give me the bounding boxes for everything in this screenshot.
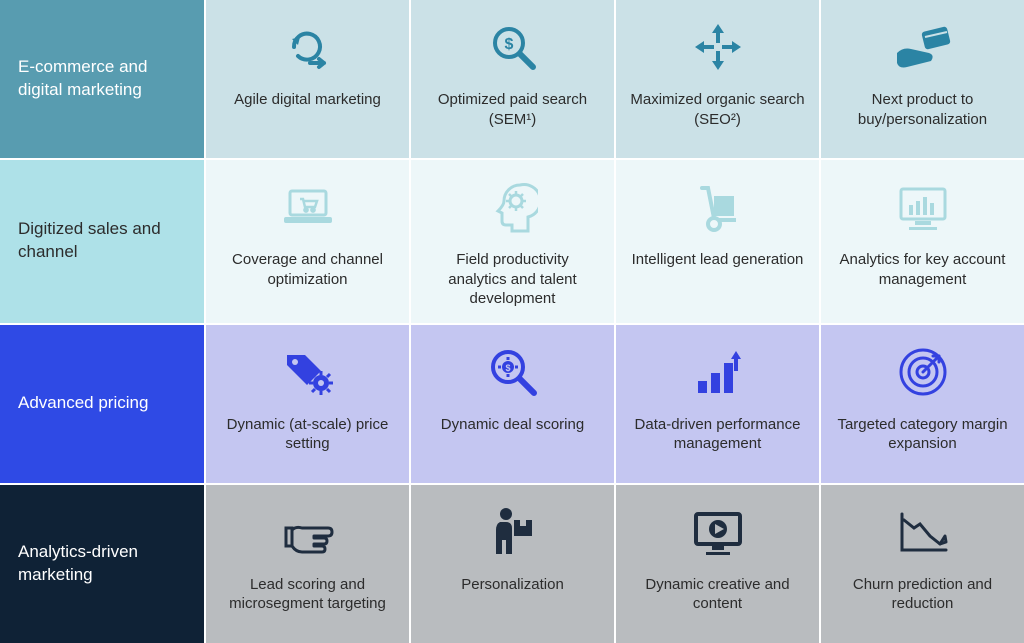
cell-pricing-1: $ Dynamic deal scoring <box>411 325 614 483</box>
arrows-expand-icon <box>626 18 809 76</box>
hand-point-icon <box>216 503 399 561</box>
cell-label: Targeted category margin expansion <box>831 415 1014 454</box>
svg-text:$: $ <box>504 36 513 53</box>
head-gear-icon <box>421 178 604 236</box>
row-header-digitized: Digitized sales and channel <box>0 160 204 323</box>
row-header-label: Digitized sales and channel <box>18 218 186 264</box>
cell-ecommerce-2: Maximized organic search (SEO²) <box>616 0 819 158</box>
cell-label: Churn prediction and reduction <box>831 575 1014 614</box>
row-header-label: E-commerce and digital marketing <box>18 56 186 102</box>
chart-down-icon <box>831 503 1014 561</box>
cell-label: Agile digital marketing <box>230 90 385 110</box>
hand-card-icon <box>831 18 1014 76</box>
cell-analytics-2: Dynamic creative and content <box>616 485 819 643</box>
magnify-gear-icon: $ <box>421 343 604 401</box>
monitor-play-icon <box>626 503 809 561</box>
cell-pricing-2: Data-driven perfor­mance management <box>616 325 819 483</box>
laptop-cart-icon <box>216 178 399 236</box>
magnify-dollar-icon: $ <box>421 18 604 76</box>
capability-grid: E-commerce and digital marketing Agile d… <box>0 0 1024 643</box>
cell-label: Coverage and channel optimization <box>216 250 399 289</box>
cell-label: Data-driven perfor­mance management <box>626 415 809 454</box>
cell-label: Dynamic creative and content <box>626 575 809 614</box>
cell-ecommerce-1: $ Optimized paid search (SEM¹) <box>411 0 614 158</box>
row-header-label: Analytics-driven marketing <box>18 541 186 587</box>
cell-label: Next product to buy/personalization <box>831 90 1014 129</box>
cell-label: Dynamic (at-scale) price setting <box>216 415 399 454</box>
cell-label: Field productivity analytics and talent … <box>421 250 604 309</box>
cell-label: Maximized organic search (SEO²) <box>626 90 809 129</box>
delivery-person-icon <box>421 503 604 561</box>
row-header-ecommerce: E-commerce and digital marketing <box>0 0 204 158</box>
cell-label: Intelligent lead generation <box>628 250 808 270</box>
cell-label: Analytics for key account management <box>831 250 1014 289</box>
tag-gear-icon <box>216 343 399 401</box>
cell-digitized-0: Coverage and channel optimization <box>206 160 409 323</box>
svg-text:$: $ <box>505 363 510 373</box>
cell-label: Lead scoring and microsegment targeting <box>216 575 399 614</box>
bar-arrow-up-icon <box>626 343 809 401</box>
cell-label: Personalization <box>457 575 568 595</box>
cell-ecommerce-3: Next product to buy/personalization <box>821 0 1024 158</box>
cell-digitized-1: Field productivity analytics and talent … <box>411 160 614 323</box>
cell-digitized-2: Intelligent lead generation <box>616 160 819 323</box>
hand-truck-icon <box>626 178 809 236</box>
cell-pricing-3: Targeted category margin expansion <box>821 325 1024 483</box>
cell-label: Dynamic deal scoring <box>437 415 588 435</box>
row-header-pricing: Advanced pricing <box>0 325 204 483</box>
target-icon <box>831 343 1014 401</box>
agile-cycle-icon <box>216 18 399 76</box>
cell-pricing-0: Dynamic (at-scale) price setting <box>206 325 409 483</box>
cell-digitized-3: Analytics for key account management <box>821 160 1024 323</box>
cell-label: Optimized paid search (SEM¹) <box>421 90 604 129</box>
row-header-analytics: Analytics-driven marketing <box>0 485 204 643</box>
cell-analytics-1: Personalization <box>411 485 614 643</box>
cell-analytics-0: Lead scoring and microsegment targeting <box>206 485 409 643</box>
monitor-chart-icon <box>831 178 1014 236</box>
cell-analytics-3: Churn prediction and reduction <box>821 485 1024 643</box>
row-header-label: Advanced pricing <box>18 392 148 415</box>
cell-ecommerce-0: Agile digital marketing <box>206 0 409 158</box>
